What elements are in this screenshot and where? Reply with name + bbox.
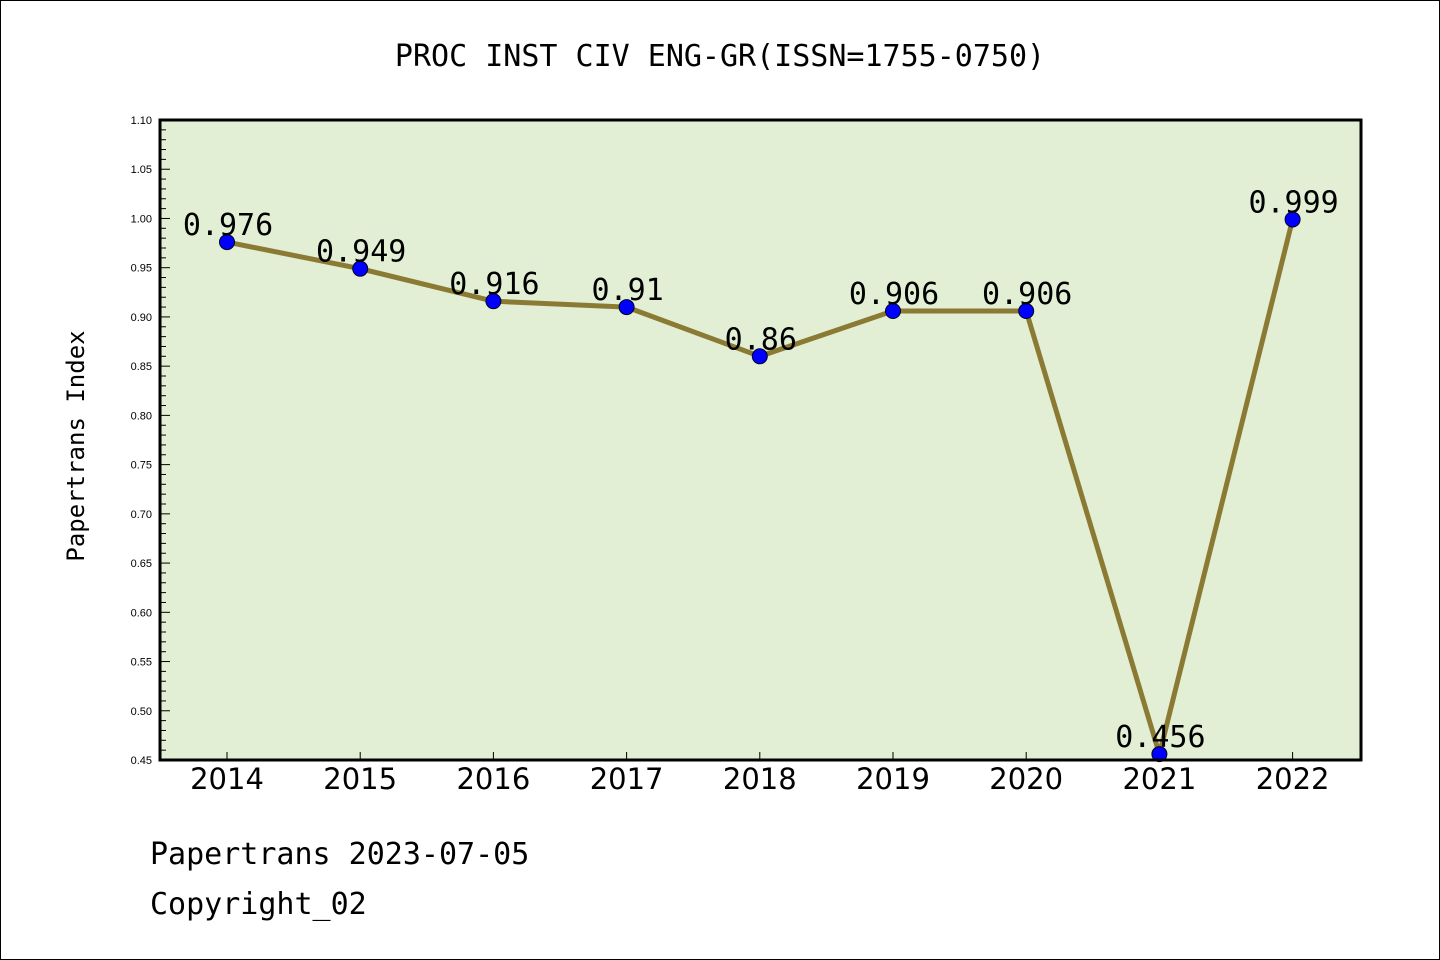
data-label-2016: 0.916 <box>449 267 539 302</box>
data-label-2015: 0.949 <box>316 235 406 270</box>
y-tick-label: 0.80 <box>131 410 152 422</box>
y-tick-label: 0.70 <box>131 509 152 521</box>
data-label-2019: 0.906 <box>849 277 939 312</box>
x-tick-label: 2020 <box>989 762 1063 796</box>
y-tick-label: 0.90 <box>131 312 152 324</box>
y-tick-label: 1.00 <box>131 213 152 225</box>
chart-title: PROC INST CIV ENG-GR(ISSN=1755-0750) <box>395 39 1045 74</box>
x-tick-label: 2017 <box>590 762 664 796</box>
y-tick-label: 0.65 <box>131 558 152 570</box>
data-point-2022 <box>1284 211 1301 228</box>
data-label-2020: 0.906 <box>982 277 1072 312</box>
x-axis-tick-labels: 2014 2015 2016 2017 2018 2019 2020 2021 2022 <box>190 762 1329 796</box>
y-tick-label: 0.45 <box>131 755 152 767</box>
data-point-2021 <box>1151 746 1168 763</box>
data-labels: 0.976 0.949 0.916 0.91 0.86 0.906 0.906 0.456 0.… <box>183 185 1339 755</box>
data-point-2017 <box>618 299 635 316</box>
y-axis-label: Papertrans Index <box>62 330 90 561</box>
data-label-2017: 0.91 <box>591 273 663 308</box>
y-tick-label: 1.05 <box>131 164 152 176</box>
data-label-2014: 0.976 <box>183 208 273 243</box>
x-tick-label: 2021 <box>1122 762 1196 796</box>
x-tick-label: 2016 <box>456 762 530 796</box>
x-tick-label: 2015 <box>323 762 397 796</box>
series-markers <box>219 211 1301 763</box>
y-tick-label: 0.95 <box>131 263 152 275</box>
y-tick-label: 0.75 <box>131 460 152 472</box>
x-tick-label: 2022 <box>1256 762 1330 796</box>
y-axis-tick-labels: 0.45 0.50 0.55 0.60 0.65 0.70 0.75 0.80 0.85 0.90… <box>131 115 152 767</box>
data-point-2016 <box>485 293 502 310</box>
footer-copyright-text: Copyright_02 <box>150 887 367 922</box>
x-tick-label: 2018 <box>723 762 797 796</box>
data-label-2018: 0.86 <box>725 322 797 357</box>
data-point-2014 <box>219 234 235 251</box>
y-tick-label: 0.55 <box>131 657 152 669</box>
data-label-2021: 0.456 <box>1115 720 1205 755</box>
plot-border <box>158 118 1363 762</box>
plot-area <box>160 120 1361 760</box>
y-tick-label: 0.60 <box>131 607 152 619</box>
data-point-2020 <box>1018 303 1035 320</box>
y-tick-label: 0.85 <box>131 361 152 373</box>
x-tick-label: 2014 <box>190 762 264 796</box>
x-tick-label: 2019 <box>856 762 930 796</box>
y-tick-label: 1.10 <box>131 115 152 127</box>
footer-date-text: Papertrans 2023-07-05 <box>150 837 529 872</box>
data-point-2018 <box>751 348 768 365</box>
data-point-2015 <box>352 260 369 277</box>
data-point-2019 <box>885 303 901 320</box>
y-tick-label: 0.50 <box>131 706 152 718</box>
data-label-2022: 0.999 <box>1248 185 1338 220</box>
